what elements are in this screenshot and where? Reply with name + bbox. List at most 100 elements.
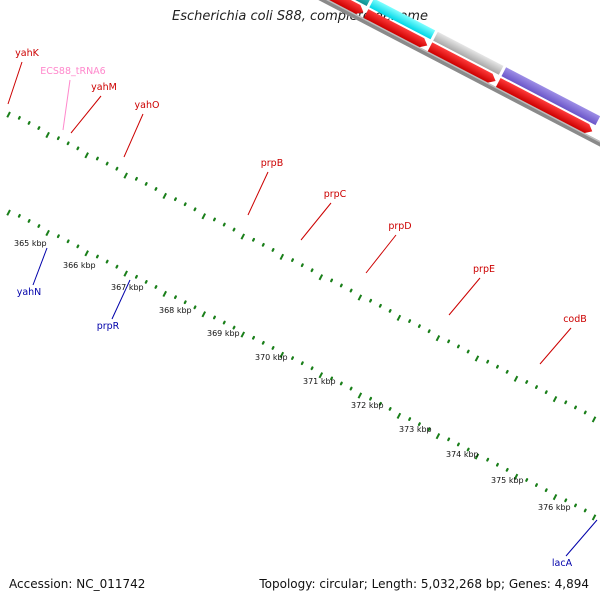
minor-tick bbox=[17, 213, 21, 218]
minor-tick bbox=[417, 324, 421, 329]
kbp-label: 365 kbp bbox=[14, 239, 47, 248]
major-tick bbox=[201, 311, 207, 318]
minor-tick bbox=[544, 390, 548, 395]
inner-tick-track bbox=[6, 209, 597, 521]
minor-tick bbox=[388, 406, 392, 411]
gene-label-prpC: prpC bbox=[324, 189, 347, 200]
cds-arrow-prpE bbox=[495, 77, 593, 133]
kbp-label: 372 kbp bbox=[351, 401, 384, 410]
major-tick bbox=[474, 355, 480, 362]
major-tick bbox=[6, 111, 11, 118]
cds-arrow-prpC bbox=[363, 9, 428, 48]
minor-tick bbox=[447, 339, 451, 344]
minor-tick bbox=[408, 319, 412, 323]
minor-tick bbox=[76, 146, 80, 151]
minor-tick bbox=[466, 447, 470, 452]
gene-leader-line-ECS88_tRNA6 bbox=[62, 79, 71, 131]
minor-tick bbox=[583, 508, 587, 513]
minor-tick bbox=[310, 268, 314, 273]
major-tick bbox=[357, 294, 363, 301]
minor-tick bbox=[154, 187, 158, 191]
major-tick bbox=[123, 270, 128, 277]
kbp-label: 375 kbp bbox=[491, 476, 524, 485]
minor-tick bbox=[378, 303, 382, 308]
minor-tick bbox=[525, 380, 529, 384]
major-tick bbox=[201, 213, 207, 220]
major-tick bbox=[84, 152, 89, 159]
minor-tick bbox=[486, 359, 490, 364]
minor-tick bbox=[427, 329, 431, 334]
minor-tick bbox=[271, 346, 275, 350]
kbp-label: 367 kbp bbox=[111, 283, 144, 292]
major-tick bbox=[357, 392, 363, 399]
major-tick bbox=[6, 209, 11, 216]
minor-tick bbox=[495, 364, 499, 369]
minor-tick bbox=[534, 385, 538, 389]
gene-leader-line-yahK bbox=[7, 61, 23, 105]
minor-tick bbox=[76, 244, 80, 249]
minor-tick bbox=[300, 361, 304, 366]
gene-leader-line-codB bbox=[539, 327, 572, 365]
gene-leader-line-yahM bbox=[70, 95, 102, 134]
minor-tick bbox=[66, 239, 70, 244]
major-tick bbox=[45, 229, 50, 237]
minor-tick bbox=[232, 227, 236, 232]
minor-tick bbox=[56, 136, 60, 141]
major-tick bbox=[279, 253, 285, 261]
major-tick bbox=[123, 172, 128, 179]
minor-tick bbox=[495, 462, 499, 467]
minor-tick bbox=[456, 344, 460, 349]
gene-leader-line-yahO bbox=[123, 113, 144, 158]
minor-tick bbox=[300, 263, 304, 268]
minor-tick bbox=[56, 234, 60, 239]
minor-tick bbox=[95, 156, 99, 161]
minor-tick bbox=[408, 417, 412, 421]
gene-label-lacA: lacA bbox=[552, 558, 573, 569]
minor-tick bbox=[486, 457, 490, 462]
major-tick bbox=[474, 453, 480, 460]
major-tick bbox=[318, 372, 324, 379]
major-tick bbox=[513, 375, 519, 382]
minor-tick bbox=[330, 278, 334, 283]
minor-tick bbox=[564, 400, 568, 405]
minor-tick bbox=[466, 349, 470, 354]
minor-tick bbox=[193, 207, 197, 212]
gene-label-prpD: prpD bbox=[388, 221, 411, 232]
gene-features bbox=[321, 0, 600, 133]
kbp-label: 370 kbp bbox=[255, 353, 288, 362]
minor-tick bbox=[369, 298, 373, 303]
major-tick bbox=[552, 395, 558, 403]
major-tick bbox=[591, 416, 597, 423]
minor-tick bbox=[447, 437, 451, 442]
minor-tick bbox=[349, 288, 353, 293]
gene-label-ECS88_tRNA6: ECS88_tRNA6 bbox=[40, 66, 105, 77]
backbone-group bbox=[32, 0, 600, 203]
major-tick bbox=[84, 250, 89, 257]
gene-label-yahM: yahM bbox=[91, 82, 117, 93]
minor-tick bbox=[505, 369, 509, 374]
kbp-label: 371 kbp bbox=[303, 377, 336, 386]
gene-leader-line-prpR bbox=[111, 279, 131, 320]
minor-tick bbox=[427, 427, 431, 432]
cds-arrow-prpD bbox=[427, 42, 496, 83]
minor-tick bbox=[183, 300, 187, 305]
minor-tick bbox=[212, 315, 216, 320]
genome-summary-text: Topology: circular; Length: 5,032,268 bp… bbox=[259, 577, 589, 591]
minor-tick bbox=[417, 422, 421, 427]
minor-tick bbox=[573, 405, 578, 410]
minor-tick bbox=[134, 274, 138, 279]
gene-label-yahN: yahN bbox=[17, 287, 42, 298]
gene-prpC-bar bbox=[369, 0, 436, 40]
minor-tick bbox=[154, 285, 158, 289]
minor-tick bbox=[17, 115, 21, 120]
minor-tick bbox=[330, 376, 334, 381]
major-tick bbox=[513, 473, 519, 480]
minor-tick bbox=[291, 258, 295, 262]
minor-tick bbox=[134, 176, 138, 181]
major-tick bbox=[435, 335, 441, 342]
gene-prpD-bar bbox=[433, 31, 504, 75]
kbp-label: 366 kbp bbox=[63, 261, 96, 270]
minor-tick bbox=[115, 166, 119, 171]
gene-label-codB: codB bbox=[563, 314, 587, 325]
